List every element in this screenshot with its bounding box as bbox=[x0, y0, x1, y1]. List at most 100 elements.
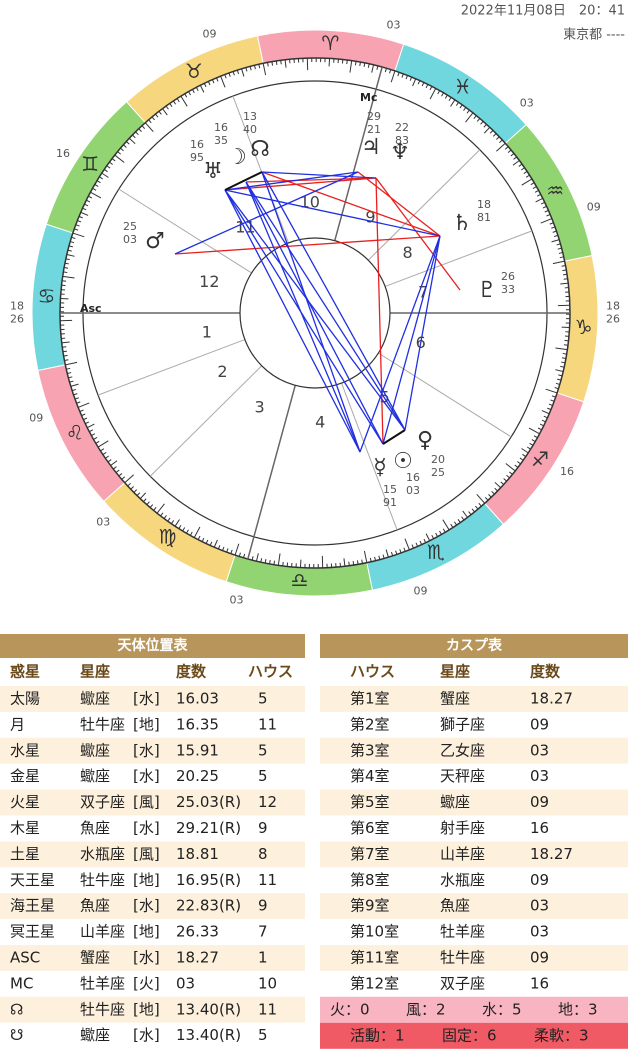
table-cell: [水] bbox=[133, 897, 160, 915]
planet-degree: 25 bbox=[431, 466, 445, 479]
degree-tick bbox=[61, 280, 67, 282]
planet-degree: 35 bbox=[214, 134, 228, 147]
degree-tick bbox=[205, 539, 209, 544]
table-cell: 太陽 bbox=[10, 689, 40, 707]
degree-tick bbox=[521, 178, 533, 186]
planet-degree: 13 bbox=[243, 110, 257, 123]
table-cell: 5 bbox=[258, 1026, 268, 1044]
degree-tick bbox=[273, 560, 276, 565]
degree-tick bbox=[216, 77, 219, 82]
mode-count: 柔軟：3 bbox=[534, 1026, 589, 1044]
degree-tick bbox=[243, 553, 246, 558]
table-cell: 第10室 bbox=[350, 923, 399, 941]
degree-tick bbox=[100, 448, 105, 452]
degree-tick bbox=[191, 89, 195, 94]
degree-tick bbox=[551, 395, 556, 398]
degree-tick bbox=[178, 524, 182, 529]
degree-tick bbox=[81, 413, 86, 417]
degree-tick bbox=[72, 232, 85, 238]
degree-tick bbox=[541, 410, 550, 415]
degree-tick bbox=[555, 347, 568, 351]
degree-tick bbox=[551, 226, 556, 229]
table-title-bar bbox=[320, 634, 628, 658]
degree-tick bbox=[241, 68, 245, 77]
planet-degree: 16 bbox=[406, 471, 420, 484]
degree-tick bbox=[63, 354, 68, 357]
degree-tick bbox=[68, 376, 73, 379]
degree-tick bbox=[236, 69, 240, 75]
cusp-label: 03 bbox=[96, 516, 110, 529]
degree-tick bbox=[399, 549, 402, 554]
planet-degree: 15 bbox=[383, 483, 397, 496]
aspect-line bbox=[261, 171, 406, 431]
degree-tick bbox=[510, 153, 515, 157]
degree-tick bbox=[512, 160, 520, 166]
degree-tick bbox=[232, 71, 235, 76]
planet-degree: 18 bbox=[477, 198, 491, 211]
degree-tick bbox=[450, 523, 454, 528]
degree-tick bbox=[62, 346, 67, 348]
degree-tick bbox=[253, 65, 256, 70]
table-cell: MC bbox=[10, 974, 33, 992]
table-cell: 第6室 bbox=[350, 819, 390, 837]
aspect-line bbox=[261, 171, 377, 179]
degree-tick bbox=[115, 469, 120, 473]
degree-tick bbox=[73, 393, 78, 396]
degree-tick bbox=[528, 427, 540, 435]
degree-tick bbox=[549, 222, 554, 225]
degree-tick bbox=[184, 93, 188, 98]
table-cell: 牡牛座 bbox=[80, 871, 125, 889]
degree-tick bbox=[89, 429, 94, 433]
degree-tick bbox=[230, 549, 233, 554]
degree-tick bbox=[96, 180, 101, 184]
table-row bbox=[320, 789, 628, 816]
degree-tick bbox=[401, 73, 404, 78]
degree-tick bbox=[151, 116, 155, 121]
degree-tick bbox=[547, 407, 552, 411]
table-cell: 冥王星 bbox=[10, 923, 55, 941]
degree-tick bbox=[525, 174, 530, 178]
degree-tick bbox=[77, 220, 82, 223]
cusp-label: 09 bbox=[29, 411, 43, 424]
table-row bbox=[0, 686, 305, 712]
degree-tick bbox=[251, 556, 254, 561]
planet-degree: 21 bbox=[367, 123, 381, 136]
degree-tick bbox=[488, 494, 492, 498]
asc-label: Asc bbox=[80, 302, 102, 315]
table-row bbox=[0, 815, 305, 842]
degree-tick bbox=[118, 473, 123, 477]
degree-tick bbox=[153, 507, 157, 511]
degree-tick bbox=[518, 163, 523, 167]
sign-glyph: ♎ bbox=[291, 568, 309, 592]
table-cell: 5 bbox=[258, 741, 268, 759]
aspect-line bbox=[357, 171, 441, 237]
degree-tick bbox=[441, 92, 444, 97]
table-cell: 水瓶座 bbox=[440, 871, 485, 889]
degree-tick bbox=[551, 239, 560, 243]
degree-tick bbox=[139, 492, 147, 500]
degree-tick bbox=[397, 72, 400, 77]
table-title-bar bbox=[0, 634, 305, 658]
degree-tick bbox=[450, 99, 456, 107]
degree-tick bbox=[94, 184, 99, 187]
degree-tick bbox=[491, 490, 495, 495]
degree-tick bbox=[63, 267, 69, 269]
table-cell: ☋ bbox=[10, 1026, 23, 1044]
degree-tick bbox=[63, 271, 68, 274]
table-cell: 18.27 bbox=[530, 845, 573, 863]
table-cell: 03 bbox=[530, 741, 549, 759]
degree-tick bbox=[382, 554, 385, 559]
cusp-label: 03 bbox=[230, 593, 244, 606]
degree-tick bbox=[76, 401, 81, 404]
degree-tick bbox=[90, 191, 102, 199]
table-row bbox=[320, 815, 628, 842]
degree-tick bbox=[435, 532, 439, 537]
aspect-line bbox=[174, 171, 359, 255]
degree-tick bbox=[535, 197, 543, 203]
table-cell: 09 bbox=[530, 871, 549, 889]
aspect-line bbox=[224, 189, 384, 445]
degree-tick bbox=[409, 76, 413, 81]
table-cell: 月 bbox=[10, 715, 25, 733]
degree-tick bbox=[499, 139, 503, 144]
degree-tick bbox=[561, 265, 566, 267]
